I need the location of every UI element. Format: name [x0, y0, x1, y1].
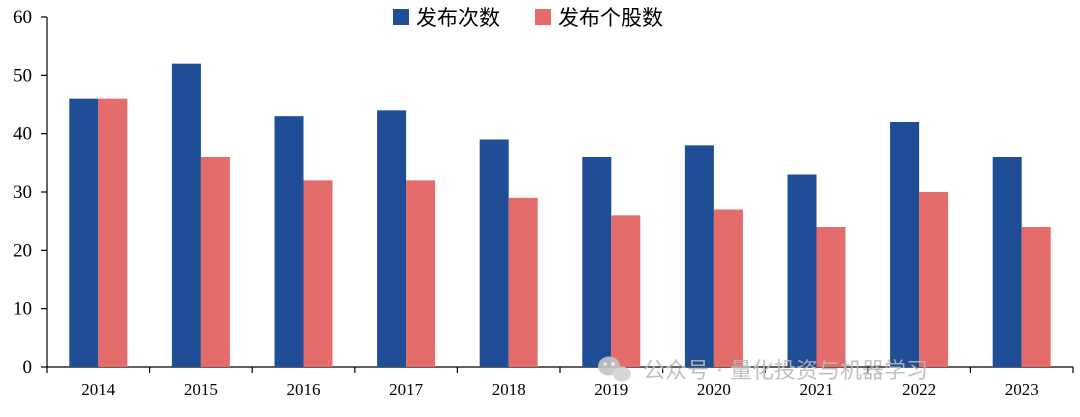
- bar-series-1-2021: [787, 174, 817, 367]
- bar-series-2-2022: [919, 192, 949, 367]
- y-tick-label: 40: [13, 124, 32, 145]
- bar-series-1-2019: [582, 157, 612, 367]
- x-tick-label: 2021: [800, 380, 834, 399]
- bar-series-2-2021: [816, 227, 846, 367]
- bar-series-2-2015: [200, 157, 230, 367]
- x-tick-label: 2019: [594, 380, 628, 399]
- watermark-text: 公众号 · 量化投资与机器学习: [643, 359, 928, 384]
- legend-swatch-series-1: [393, 9, 409, 25]
- legend-label-series-2: 发布个股数: [558, 6, 663, 30]
- legend-label-series-1: 发布次数: [416, 6, 500, 30]
- x-tick-label: 2022: [902, 380, 936, 399]
- x-tick-label: 2015: [184, 380, 218, 399]
- bar-series-2-2019: [611, 215, 641, 367]
- bar-series-1-2022: [890, 122, 920, 367]
- x-tick-label: 2020: [697, 380, 731, 399]
- bar-series-2-2016: [303, 180, 333, 367]
- bar-series-2-2020: [713, 209, 743, 367]
- y-tick-label: 20: [13, 240, 32, 261]
- y-tick-label: 60: [13, 7, 32, 28]
- y-tick-label: 10: [13, 299, 32, 320]
- y-tick-label: 30: [13, 182, 32, 203]
- wechat-icon: [598, 356, 631, 382]
- y-tick-label: 0: [23, 357, 33, 378]
- bar-series-2-2018: [508, 197, 538, 367]
- watermark: 公众号 · 量化投资与机器学习: [598, 356, 928, 384]
- bar-series-2-2014: [98, 98, 128, 368]
- bar-series-1-2015: [171, 63, 201, 368]
- bar-series-2-2023: [1021, 227, 1051, 367]
- y-axis: 0 10 20 30 40 50 60: [13, 7, 48, 378]
- legend: 发布次数 发布个股数: [393, 6, 663, 30]
- bar-series-1-2023: [992, 157, 1022, 367]
- bar-series-1-2014: [69, 98, 99, 368]
- bars: [69, 63, 1051, 368]
- bar-series-1-2016: [274, 116, 304, 368]
- bar-series-2-2017: [406, 180, 436, 367]
- x-tick-label: 2016: [287, 380, 321, 399]
- y-tick-label: 50: [13, 65, 32, 86]
- bar-series-1-2020: [684, 145, 714, 367]
- x-tick-label: 2017: [389, 380, 424, 399]
- x-tick-label: 2023: [1005, 380, 1039, 399]
- bar-series-1-2018: [479, 139, 509, 367]
- x-tick-label: 2018: [492, 380, 526, 399]
- x-tick-label: 2014: [81, 380, 116, 399]
- legend-swatch-series-2: [535, 9, 551, 25]
- bar-series-1-2017: [377, 110, 407, 367]
